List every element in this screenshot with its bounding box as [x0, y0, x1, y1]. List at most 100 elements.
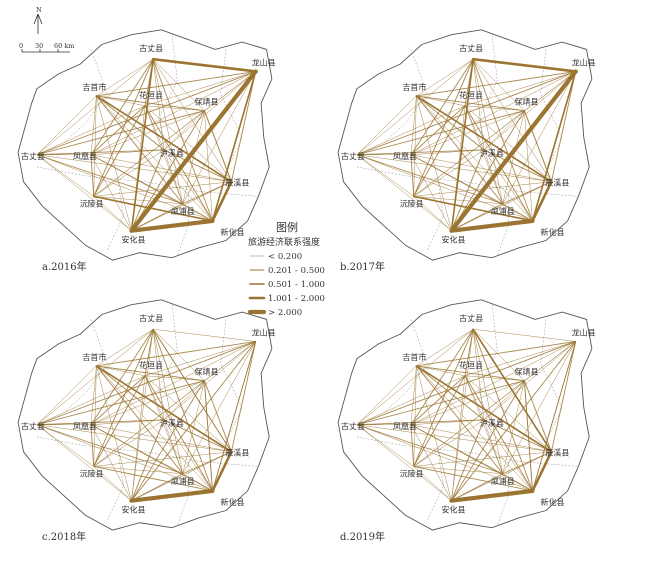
linkage-line-thin — [410, 149, 484, 155]
linkage-line-thin — [90, 154, 132, 231]
linkage-line-thin — [90, 424, 232, 452]
linkage-line-thin — [182, 451, 232, 475]
linkage-line-thin — [464, 375, 485, 420]
linkage-line-thin — [413, 196, 452, 231]
county-label-baojing: 保靖县 — [194, 367, 218, 377]
linkage-line-thin — [451, 473, 504, 502]
linkage-line-thin — [416, 71, 576, 97]
linkage-line-thin — [416, 95, 485, 151]
linkage-line-thin — [93, 95, 97, 197]
linkage-line-thin — [90, 419, 164, 425]
linkage-line-thin — [152, 59, 205, 111]
linkage-line-thin — [163, 419, 232, 453]
county-border — [383, 49, 428, 143]
linkage-line-thin — [416, 58, 474, 97]
linkage-line-thin — [230, 71, 257, 182]
county-label-guzhang: 古丈县 — [341, 151, 365, 161]
linkage-line-thin — [131, 419, 165, 501]
linkage-line-thin — [416, 365, 466, 376]
legend-item-label-2: 0.201 - 0.500 — [268, 266, 325, 276]
linkage-line-xinhua-chenxi — [211, 180, 233, 223]
linkage-line-thin — [483, 419, 504, 474]
linkage-line-thin — [93, 110, 205, 197]
linkage-line-thin — [524, 110, 533, 221]
linkage-line-thin — [36, 424, 232, 452]
linkage-line-thin — [356, 341, 576, 426]
linkage-line-thin — [96, 71, 256, 97]
linkage-line-thin — [473, 328, 576, 342]
linkage-line-thin — [416, 365, 504, 475]
county-label-chenxi: 辰溪县 — [545, 448, 569, 458]
county-label-chenxi: 辰溪县 — [545, 178, 569, 188]
county-border — [356, 166, 579, 197]
linkage-line-thin — [416, 365, 452, 501]
county-label-guzhang: 古丈县 — [21, 421, 45, 431]
linkage-line-thin — [416, 95, 466, 106]
linkage-line-anhua-xinhua — [449, 488, 535, 503]
linkage-line-thin — [93, 419, 165, 467]
linkage-line-thin — [451, 203, 504, 232]
linkage-line-thin — [416, 365, 485, 421]
linkage-line-thin — [410, 424, 415, 467]
linkage-line-thin — [90, 424, 132, 501]
county-label-anhua: 安化县 — [442, 235, 466, 245]
scale-label-30: 30 — [35, 42, 43, 50]
linkage-line-thin — [152, 329, 205, 381]
county-label-chenxi: 辰溪县 — [225, 448, 249, 458]
county-label-yongshun: 古丈县 — [459, 313, 483, 323]
linkage-line-thin — [144, 329, 154, 376]
linkage-line-thin — [131, 380, 205, 501]
linkage-line-thin — [144, 375, 213, 492]
linkage-line-thin — [451, 149, 485, 231]
linkage-line-thin — [472, 329, 504, 474]
linkage-line-thin — [90, 110, 205, 155]
linkage-line-anhua-xinhua — [129, 488, 215, 503]
linkage-line-thin — [483, 149, 552, 183]
linkage-line-thin — [356, 95, 417, 155]
linkage-line-thin — [451, 419, 485, 501]
region-boundary — [337, 29, 593, 261]
linkage-line-thin — [90, 154, 232, 182]
linkage-line-longshan-anhua — [449, 69, 578, 233]
county-border — [36, 166, 259, 197]
linkage-line-thin — [413, 149, 485, 197]
linkage-line-thin — [96, 365, 132, 501]
linkage-line-xinhua-yuanling — [92, 195, 214, 222]
linkage-line-thin — [96, 95, 165, 151]
county-label-baojing: 保靖县 — [514, 97, 538, 107]
linkage-line-thin — [36, 105, 146, 155]
county-label-xinhua: 新化县 — [541, 497, 565, 507]
linkage-line-thin — [472, 59, 504, 204]
panel-label-a: a.2016年 — [42, 260, 87, 273]
region-boundary — [17, 29, 273, 261]
linkage-line-thin — [356, 154, 503, 205]
panel-label-c: c.2018年 — [42, 530, 86, 543]
county-border — [540, 319, 563, 443]
linkage-line-yongshun-chenxi — [152, 328, 232, 453]
linkage-line-thin — [131, 181, 232, 231]
linkage-line-thin — [410, 424, 533, 492]
linkage-line-thin — [96, 365, 205, 382]
linkage-line-thin — [90, 154, 95, 197]
linkage-line-thin — [131, 341, 257, 501]
county-label-xinhua: 新化县 — [541, 227, 565, 237]
linkage-line-thin — [464, 105, 533, 222]
county-label-yuanling: 沅陵县 — [400, 198, 424, 208]
linkage-line-baojing-xinhua — [203, 380, 213, 492]
linkage-line-thin — [144, 105, 165, 150]
linkage-line-thin — [502, 341, 576, 474]
panel-label-d: d.2019年 — [340, 530, 385, 543]
linkage-line-anhua-xinhua — [129, 218, 215, 233]
linkage-line-longshan-xinhua — [532, 341, 577, 492]
linkage-line-thin — [413, 466, 452, 501]
linkage-line-xinhua-yuanling — [412, 195, 534, 222]
linkage-line-thin — [36, 154, 183, 205]
linkage-line-jishou-chenxi — [415, 95, 553, 183]
legend-subtitle: 旅游经济联系强度 — [248, 236, 320, 248]
linkage-line-thin — [36, 154, 213, 222]
linkage-line-thin — [451, 181, 552, 231]
linkage-line-thin — [410, 424, 552, 452]
county-label-jishou: 吉首市 — [82, 82, 106, 92]
